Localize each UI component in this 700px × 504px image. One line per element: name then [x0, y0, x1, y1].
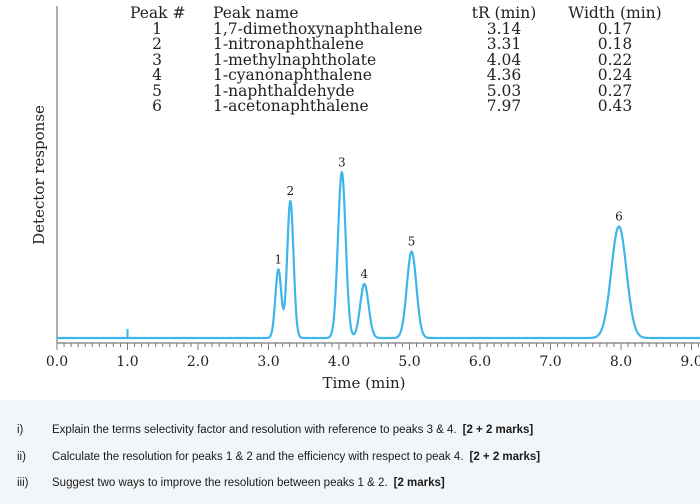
retention-time-header: tR (min): [471, 4, 537, 22]
peak-width-cell: 0.27: [597, 81, 633, 100]
peak-name-cell: 1,7-dimethoxynaphthalene: [213, 19, 423, 38]
question-marks: [2 + 2 marks]: [462, 424, 534, 436]
question-marks: [2 + 2 marks]: [469, 451, 541, 463]
question-text: Explain the terms selectivity factor and…: [52, 424, 534, 436]
peak-number-cell: 1: [152, 19, 162, 38]
question-item: iii) Suggest two ways to improve the res…: [0, 477, 700, 495]
x-tick-label: 4.0: [328, 354, 350, 370]
peak-label: 1: [275, 253, 283, 267]
peak-width-cell: 0.18: [597, 35, 633, 53]
x-tick-label: 2.0: [187, 354, 209, 370]
x-axis-label: Time (min): [322, 374, 405, 392]
question-number: i): [17, 424, 24, 436]
question-text: Calculate the resolution for peaks 1 & 2…: [52, 451, 541, 463]
y-axis-label: Detector response: [30, 105, 48, 245]
retention-time-column: tR (min) 3.14 3.31 4.04 4.36 5.03 7.97: [470, 4, 538, 115]
peak-label: 4: [361, 267, 369, 281]
retention-time-cell: 7.97: [486, 97, 522, 115]
peak-width-column: Width (min) 0.17 0.18 0.22 0.24 0.27 0.4…: [562, 4, 668, 115]
peak-number-cell: 3: [152, 50, 162, 69]
x-tick-label: 8.0: [610, 354, 632, 370]
peak-width-cell: 0.43: [597, 97, 633, 115]
retention-time-cell: 4.04: [486, 50, 522, 69]
chromatogram-plot: 0.0 1.0 2.0 3.0 4.0 5.0 6.0 7.0 8.0 9.0 Detector …: [30, 6, 700, 392]
peak-name-cell: 1-naphthaldehyde: [213, 81, 355, 100]
retention-time-cell: 3.14: [486, 19, 522, 38]
retention-time-cell: 4.36: [486, 66, 522, 84]
peak-number-column: Peak # 1 2 3 4 5 6: [130, 4, 186, 115]
peak-name-cell: 1-nitronaphthalene: [213, 35, 364, 53]
x-tick-label: 7.0: [539, 354, 561, 370]
chromatogram-trace: [57, 170, 700, 340]
peak-number-cell: 6: [152, 97, 162, 115]
peak-width-cell: 0.24: [597, 66, 633, 84]
x-tick-label: 9.0: [680, 354, 700, 370]
peak-label: 2: [287, 184, 295, 198]
question-number: ii): [17, 451, 26, 463]
chromatogram-figure: 0.0 1.0 2.0 3.0 4.0 5.0 6.0 7.0 8.0 9.0 Detector …: [0, 0, 700, 400]
peak-number-header: Peak #: [130, 4, 186, 22]
question-number: iii): [17, 477, 29, 489]
peak-number-cell: 2: [152, 35, 162, 53]
peak-width-header: Width (min): [568, 4, 662, 22]
peak-name-column: Peak name 1,7-dimethoxynaphthalene 1-nit…: [213, 4, 423, 115]
retention-time-cell: 3.31: [486, 35, 522, 53]
x-tick-label: 0.0: [46, 354, 68, 370]
peak-name-cell: 1-cyanonaphthalene: [213, 66, 372, 84]
peak-name-cell: 1-acetonaphthalene: [213, 97, 369, 115]
question-item: i) Explain the terms selectivity factor …: [0, 424, 700, 442]
retention-time-cell: 5.03: [486, 81, 522, 100]
peak-width-cell: 0.22: [597, 50, 633, 69]
peak-number-cell: 5: [152, 81, 162, 100]
question-text: Suggest two ways to improve the resoluti…: [52, 477, 445, 489]
x-tick-label: 5.0: [398, 354, 420, 370]
peak-label: 5: [408, 235, 416, 249]
peak-number-cell: 4: [152, 66, 162, 84]
x-tick-label: 3.0: [257, 354, 279, 370]
peak-width-cell: 0.17: [597, 19, 633, 38]
question-marks: [2 marks]: [393, 477, 445, 489]
peak-name-header: Peak name: [213, 4, 299, 22]
x-tick-label: 1.0: [116, 354, 138, 370]
peak-label: 6: [615, 209, 623, 223]
peak-label: 3: [338, 155, 346, 169]
question-item: ii) Calculate the resolution for peaks 1…: [0, 451, 700, 469]
x-tick-label: 6.0: [469, 354, 491, 370]
peak-name-cell: 1-methylnaphtholate: [213, 50, 377, 69]
